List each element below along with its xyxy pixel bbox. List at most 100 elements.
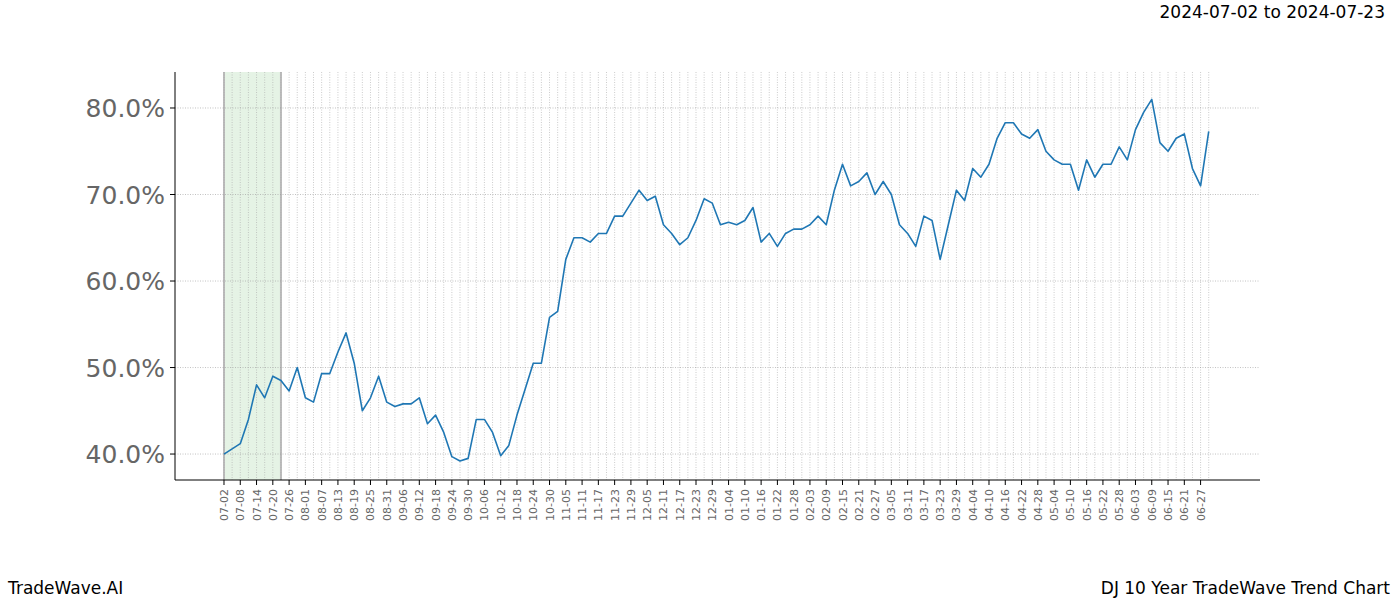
x-tick-label: 01-22 — [771, 489, 784, 521]
x-tick-label: 09-30 — [462, 489, 475, 521]
x-grid-line — [834, 72, 835, 480]
x-tick — [777, 480, 778, 485]
x-grid-line — [907, 72, 908, 480]
x-tick-label: 09-18 — [430, 489, 443, 521]
x-grid-line — [508, 72, 509, 480]
x-grid-line — [964, 72, 965, 480]
x-grid-line — [297, 72, 298, 480]
x-tick-label: 05-16 — [1081, 489, 1094, 521]
x-tick — [272, 480, 273, 485]
x-grid-line — [679, 72, 680, 480]
x-tick-label: 08-19 — [348, 489, 361, 521]
x-tick-label: 01-10 — [739, 489, 752, 521]
x-tick-label: 05-10 — [1064, 489, 1077, 521]
x-tick — [679, 480, 680, 485]
x-grid-line — [1078, 72, 1079, 480]
x-tick — [842, 480, 843, 485]
highlight-edge — [280, 72, 282, 480]
x-tick — [370, 480, 371, 485]
x-tick — [1102, 480, 1103, 485]
x-grid-line — [443, 72, 444, 480]
x-grid-line — [809, 72, 810, 480]
x-tick-label: 04-28 — [1032, 489, 1045, 521]
x-grid-line — [362, 72, 363, 480]
x-tick — [923, 480, 924, 485]
x-grid-line — [769, 72, 770, 480]
watermark: TradeWave.AI — [7, 578, 123, 598]
x-grid-line — [639, 72, 640, 480]
x-grid-line — [1037, 72, 1038, 480]
x-tick — [1021, 480, 1022, 485]
x-tick-label: 12-11 — [657, 489, 670, 521]
x-grid-line — [866, 72, 867, 480]
x-grid-line — [525, 72, 526, 480]
x-grid-line — [793, 72, 794, 480]
x-tick — [419, 480, 420, 485]
x-tick — [582, 480, 583, 485]
x-tick — [712, 480, 713, 485]
x-grid-line — [923, 72, 924, 480]
x-grid-line — [1151, 72, 1152, 480]
x-grid-line — [272, 72, 273, 480]
x-grid-line — [264, 72, 265, 480]
x-tick-label: 10-24 — [527, 489, 540, 521]
x-grid-line — [460, 72, 461, 480]
x-tick-label: 10-18 — [511, 489, 524, 521]
x-grid-line — [354, 72, 355, 480]
x-tick-label: 11-11 — [576, 489, 589, 521]
x-tick-label: 12-05 — [641, 489, 654, 521]
x-tick — [289, 480, 290, 485]
x-grid-line — [818, 72, 819, 480]
x-tick-label: 11-17 — [592, 489, 605, 521]
x-tick-label: 02-15 — [837, 489, 850, 521]
x-tick — [565, 480, 566, 485]
x-tick — [533, 480, 534, 485]
x-tick — [1119, 480, 1120, 485]
x-grid-line — [826, 72, 827, 480]
x-tick-label: 08-07 — [316, 489, 329, 521]
x-grid-line — [858, 72, 859, 480]
x-tick — [630, 480, 631, 485]
highlight-edge — [223, 72, 225, 480]
x-grid-line — [850, 72, 851, 480]
x-grid-line — [370, 72, 371, 480]
x-tick — [940, 480, 941, 485]
x-tick-label: 07-26 — [283, 489, 296, 521]
y-tick — [170, 194, 175, 195]
x-grid-line — [891, 72, 892, 480]
x-tick-label: 07-14 — [251, 489, 264, 521]
x-tick — [744, 480, 745, 485]
x-grid-line — [1005, 72, 1006, 480]
x-grid-line — [549, 72, 550, 480]
x-tick — [663, 480, 664, 485]
x-tick — [875, 480, 876, 485]
subtitle: 2024-07-02 to 2024-07-23 — [1160, 2, 1385, 22]
y-tick — [170, 454, 175, 455]
x-tick-label: 06-03 — [1129, 489, 1142, 521]
x-grid-line — [232, 72, 233, 480]
x-grid-line — [573, 72, 574, 480]
x-tick-label: 04-04 — [967, 489, 980, 521]
y-grid-line — [175, 281, 1260, 282]
x-tick — [549, 480, 550, 485]
x-tick — [614, 480, 615, 485]
x-grid-line — [427, 72, 428, 480]
x-grid-line — [1192, 72, 1193, 480]
x-tick-label: 05-22 — [1097, 489, 1110, 521]
x-tick — [1054, 480, 1055, 485]
x-grid-line — [565, 72, 566, 480]
x-grid-line — [590, 72, 591, 480]
x-tick — [337, 480, 338, 485]
x-tick-label: 08-13 — [332, 489, 345, 521]
x-grid-line — [948, 72, 949, 480]
x-tick — [223, 480, 224, 485]
x-grid-line — [346, 72, 347, 480]
x-grid-line — [671, 72, 672, 480]
x-tick-label: 09-06 — [397, 489, 410, 521]
x-tick — [891, 480, 892, 485]
x-grid-line — [915, 72, 916, 480]
x-grid-line — [533, 72, 534, 480]
x-tick — [1184, 480, 1185, 485]
x-tick — [1070, 480, 1071, 485]
x-grid-line — [468, 72, 469, 480]
